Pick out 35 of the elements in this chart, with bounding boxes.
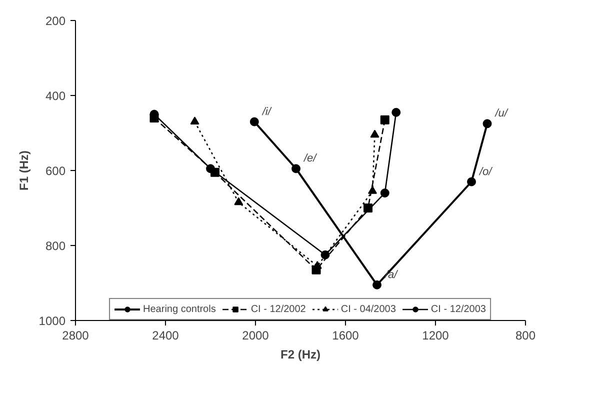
point xyxy=(190,116,200,125)
y-axis-title: F1 (Hz) xyxy=(16,150,31,190)
point xyxy=(380,115,390,124)
point xyxy=(482,119,492,128)
point xyxy=(234,197,244,206)
point xyxy=(206,164,215,174)
legend-label: CI - 04/2003 xyxy=(340,303,396,315)
x-tick-label: 2000 xyxy=(242,328,270,342)
legend-label: CI - 12/2002 xyxy=(250,303,306,315)
point xyxy=(368,186,377,194)
annotation: /o/ xyxy=(478,166,493,178)
legend-label: CI - 12/2003 xyxy=(430,303,486,315)
point xyxy=(392,108,401,117)
y-tick-label: 200 xyxy=(45,14,66,28)
legend-label: Hearing controls xyxy=(143,303,216,315)
annotation: /e/ xyxy=(303,152,318,165)
x-tick-label: 1200 xyxy=(422,328,450,342)
annotation: /u/ xyxy=(494,108,508,120)
y-tick-label: 800 xyxy=(45,239,66,253)
x-tick-label: 800 xyxy=(515,328,536,342)
x-tick-label: 1600 xyxy=(332,328,360,342)
x-axis-title: F2 (Hz) xyxy=(280,348,320,362)
x-tick-label: 2400 xyxy=(152,328,180,342)
y-tick-label: 600 xyxy=(45,164,66,178)
x-tick-label: 2800 xyxy=(62,328,90,342)
annotation: /i/ xyxy=(261,106,272,118)
y-tick-label: 1000 xyxy=(38,314,66,328)
point xyxy=(320,250,330,260)
point xyxy=(467,177,476,186)
point xyxy=(372,280,382,290)
point xyxy=(250,117,259,126)
point xyxy=(370,130,380,138)
y-tick-label: 400 xyxy=(45,89,66,103)
point xyxy=(380,188,390,198)
point xyxy=(292,164,300,174)
